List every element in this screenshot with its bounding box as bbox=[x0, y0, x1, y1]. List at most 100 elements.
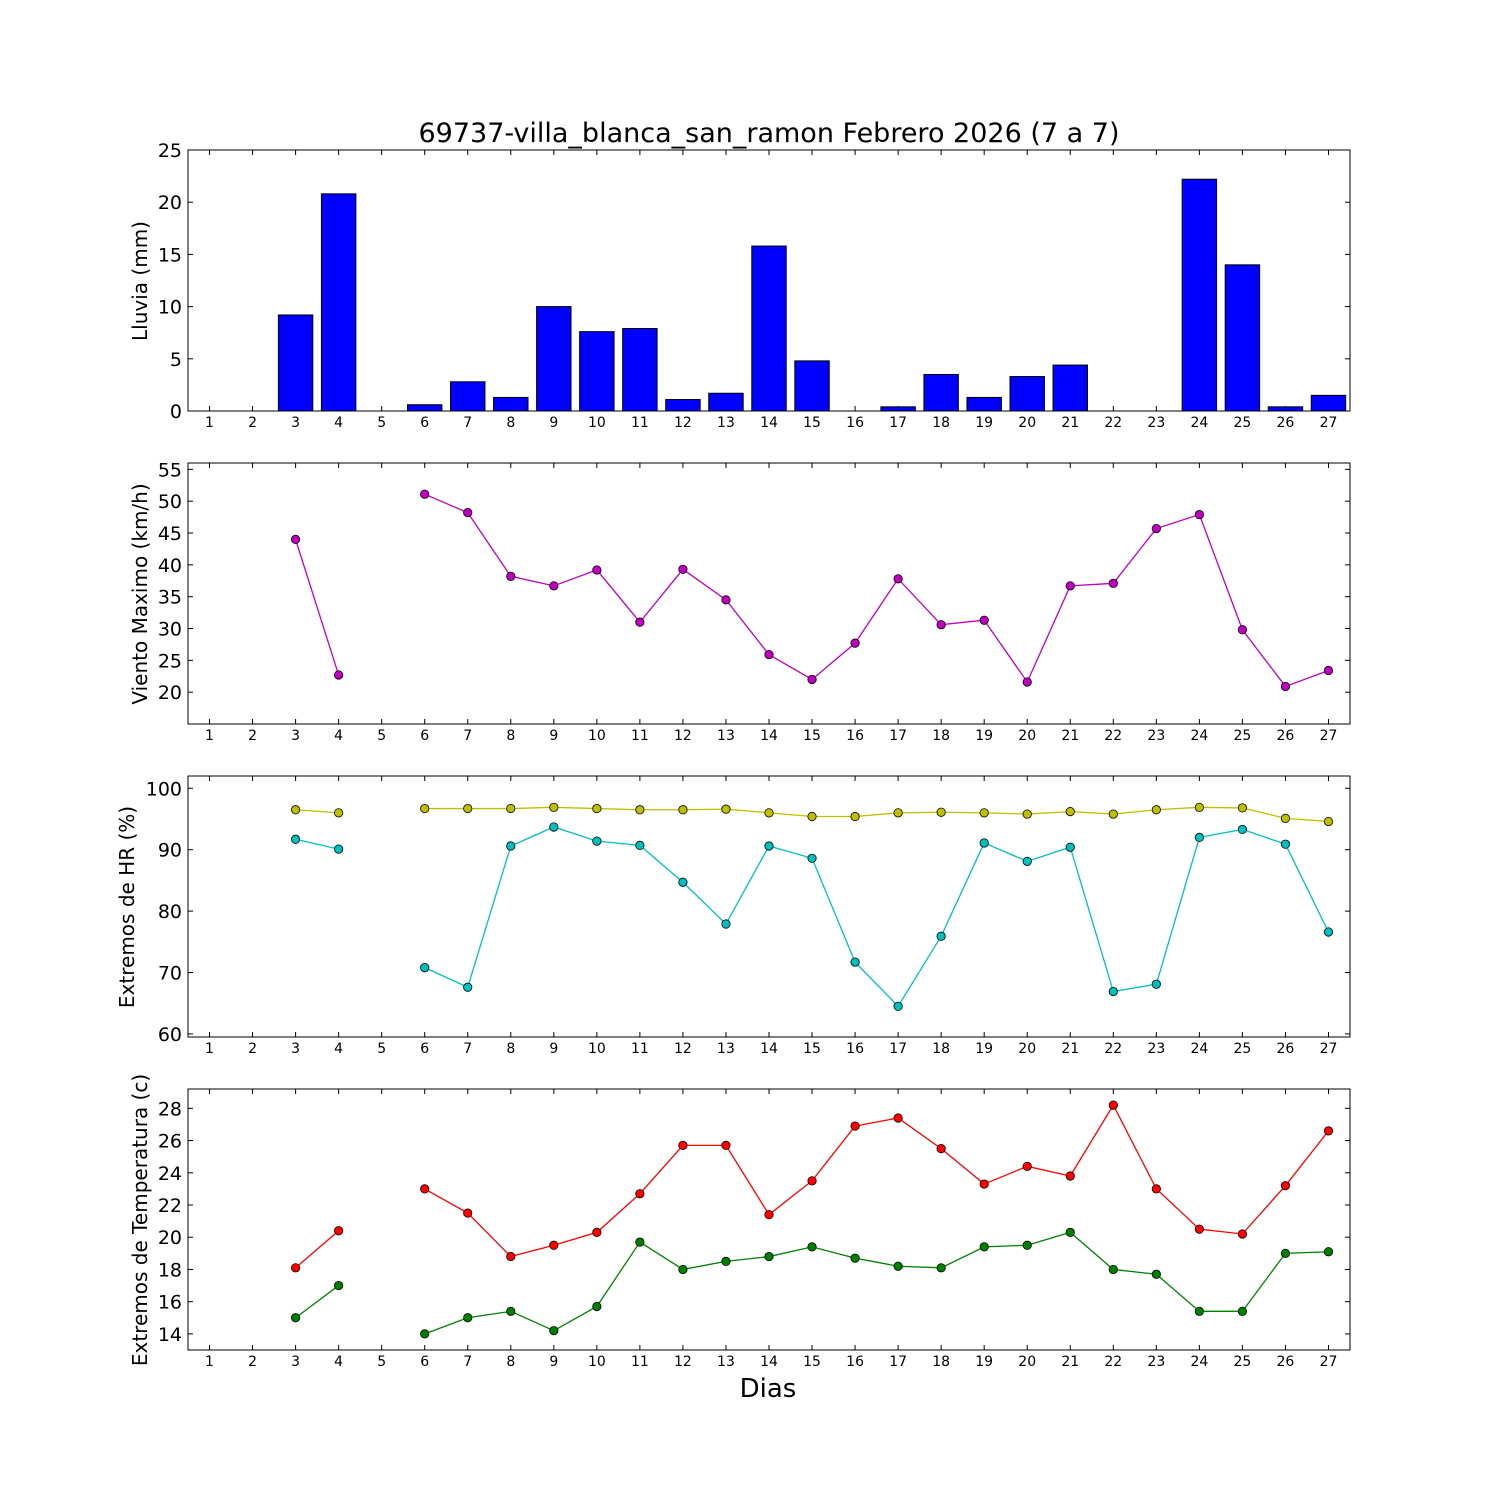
rain-bar-day-15 bbox=[794, 360, 830, 412]
lluvia-x-tick-label: 5 bbox=[377, 415, 386, 431]
lluvia-x-tick-label: 23 bbox=[1147, 415, 1165, 431]
humedad-hr_min-point-day-6 bbox=[420, 963, 430, 973]
viento-x-tick-label: 15 bbox=[803, 728, 821, 744]
viento-x-tick-label: 26 bbox=[1277, 728, 1295, 744]
humedad-hr_min-point-day-17 bbox=[893, 1001, 903, 1011]
lluvia-x-tick-label: 26 bbox=[1277, 415, 1295, 431]
viento-wind-point-day-23 bbox=[1151, 523, 1161, 534]
viento-wind-point-day-11 bbox=[635, 617, 645, 627]
lluvia-y-tick-label: 10 bbox=[158, 297, 182, 319]
temperatura-temp_min-point-day-18 bbox=[936, 1263, 946, 1273]
humedad-x-tick-label: 1 bbox=[205, 1041, 214, 1057]
humedad-hr_min-point-day-13 bbox=[721, 919, 731, 929]
humedad-x-tick-label: 27 bbox=[1320, 1041, 1338, 1057]
humedad-hr_max-point-day-14 bbox=[764, 808, 774, 818]
temperatura-x-tick-label: 4 bbox=[334, 1354, 343, 1370]
temperatura-temp_min-point-day-16 bbox=[850, 1253, 860, 1263]
rain-bar-day-10 bbox=[579, 331, 615, 412]
lluvia-x-tick-label: 20 bbox=[1018, 415, 1036, 431]
temperatura-x-tick-label: 18 bbox=[932, 1354, 950, 1370]
humedad-hr_min-point-day-23 bbox=[1151, 979, 1161, 989]
humedad-x-tick-label: 3 bbox=[291, 1041, 300, 1057]
temperatura-x-tick-label: 21 bbox=[1061, 1354, 1079, 1370]
viento-x-tick-label: 17 bbox=[889, 728, 907, 744]
lluvia-y-tick-label: 15 bbox=[158, 244, 182, 266]
humedad-hr_min-point-day-19 bbox=[979, 838, 989, 848]
temperatura-temp_max-point-day-25 bbox=[1237, 1229, 1248, 1239]
humedad-hr_max-point-day-19 bbox=[979, 808, 989, 818]
humedad-x-tick-label: 7 bbox=[463, 1041, 472, 1057]
humedad-hr_max-line bbox=[424, 806, 1329, 823]
temperatura-x-tick-label: 6 bbox=[420, 1354, 429, 1370]
lluvia-x-tick-label: 27 bbox=[1320, 415, 1338, 431]
humedad-hr_max-point-day-8 bbox=[506, 803, 516, 814]
lluvia-x-tick-label: 15 bbox=[803, 415, 821, 431]
humedad-hr_max-point-day-13 bbox=[721, 804, 731, 814]
viento-x-tick-label: 5 bbox=[377, 728, 386, 744]
humedad-hr_max-point-day-24 bbox=[1194, 802, 1204, 812]
viento-x-tick-label: 1 bbox=[205, 728, 214, 744]
temperatura-temp_min-point-day-13 bbox=[721, 1256, 731, 1266]
humedad-hr_max-line bbox=[295, 809, 339, 814]
temperatura-temp_min-point-day-26 bbox=[1280, 1248, 1291, 1258]
humedad-x-tick-label: 25 bbox=[1233, 1041, 1251, 1057]
temperatura-temp_min-point-day-19 bbox=[979, 1242, 989, 1252]
viento-x-tick-label: 8 bbox=[506, 728, 515, 744]
viento-y-tick-label: 35 bbox=[158, 587, 182, 609]
humedad-hr_min-line bbox=[295, 838, 339, 850]
temperatura-x-tick-label: 14 bbox=[760, 1354, 778, 1370]
temperatura-x-tick-label: 16 bbox=[846, 1354, 864, 1370]
rain-bar-day-8 bbox=[493, 396, 529, 412]
humedad-hr_max-point-day-15 bbox=[807, 811, 817, 822]
temperatura-temp_min-point-day-15 bbox=[807, 1242, 817, 1252]
humedad-hr_max-point-day-9 bbox=[549, 802, 559, 812]
viento-wind-point-day-3 bbox=[290, 534, 301, 544]
rain-bar-day-27 bbox=[1310, 394, 1347, 412]
viento-wind-point-day-6 bbox=[420, 489, 430, 499]
temperatura-temp_min-point-day-21 bbox=[1065, 1227, 1075, 1237]
viento-x-tick-label: 10 bbox=[588, 728, 606, 744]
viento-y-tick-label: 50 bbox=[158, 491, 182, 513]
viento-x-tick-label: 21 bbox=[1061, 728, 1079, 744]
lluvia-x-tick-label: 8 bbox=[506, 415, 515, 431]
viento-x-tick-label: 25 bbox=[1233, 728, 1251, 744]
humedad-x-tick-label: 24 bbox=[1190, 1041, 1208, 1057]
humedad-y-tick-label: 100 bbox=[146, 778, 182, 800]
viento-y-tick-label: 40 bbox=[158, 555, 182, 577]
temperatura-y-tick-label: 24 bbox=[158, 1163, 182, 1185]
lluvia-x-tick-label: 2 bbox=[248, 415, 257, 431]
temperatura-x-tick-label: 5 bbox=[377, 1354, 386, 1370]
humedad-hr_max-point-day-4 bbox=[334, 808, 344, 818]
temperatura-temp_min-point-day-20 bbox=[1022, 1240, 1032, 1250]
humedad-x-tick-label: 16 bbox=[846, 1041, 864, 1057]
viento-wind-point-day-22 bbox=[1108, 578, 1118, 588]
humedad-hr_min-point-day-21 bbox=[1065, 842, 1075, 852]
lluvia-x-tick-label: 9 bbox=[549, 415, 558, 431]
viento-wind-point-day-19 bbox=[979, 615, 989, 625]
temperatura-temp_max-point-day-8 bbox=[506, 1251, 516, 1262]
humedad-hr_min-point-day-26 bbox=[1280, 839, 1291, 849]
humedad-x-tick-label: 19 bbox=[975, 1041, 993, 1057]
temperatura-temp_max-point-day-3 bbox=[290, 1263, 301, 1273]
viento-wind-point-day-7 bbox=[463, 508, 473, 518]
viento-x-tick-label: 19 bbox=[975, 728, 993, 744]
temperatura-temp_max-point-day-15 bbox=[807, 1176, 817, 1186]
lluvia-y-tick-label: 0 bbox=[170, 401, 182, 423]
lluvia-y-tick-label: 25 bbox=[158, 140, 182, 162]
humedad-hr_min-point-day-16 bbox=[850, 957, 860, 967]
viento-wind-point-day-8 bbox=[506, 571, 516, 581]
viento-wind-point-day-17 bbox=[893, 574, 903, 584]
temperatura-x-tick-label: 24 bbox=[1190, 1354, 1208, 1370]
viento-y-tick-label: 30 bbox=[158, 619, 182, 641]
humedad-hr_min-point-day-20 bbox=[1022, 856, 1032, 866]
temperatura-temp_max-point-day-14 bbox=[764, 1210, 774, 1220]
humedad-y-tick-label: 80 bbox=[158, 901, 182, 923]
rain-bar-day-14 bbox=[751, 245, 787, 412]
rain-bar-day-18 bbox=[923, 373, 959, 412]
temperatura-temp_min-point-day-11 bbox=[635, 1237, 645, 1247]
rain-bar-day-12 bbox=[665, 399, 701, 412]
viento-x-tick-label: 23 bbox=[1147, 728, 1165, 744]
chart-title: 69737-villa_blanca_san_ramon Febrero 202… bbox=[419, 118, 1120, 149]
